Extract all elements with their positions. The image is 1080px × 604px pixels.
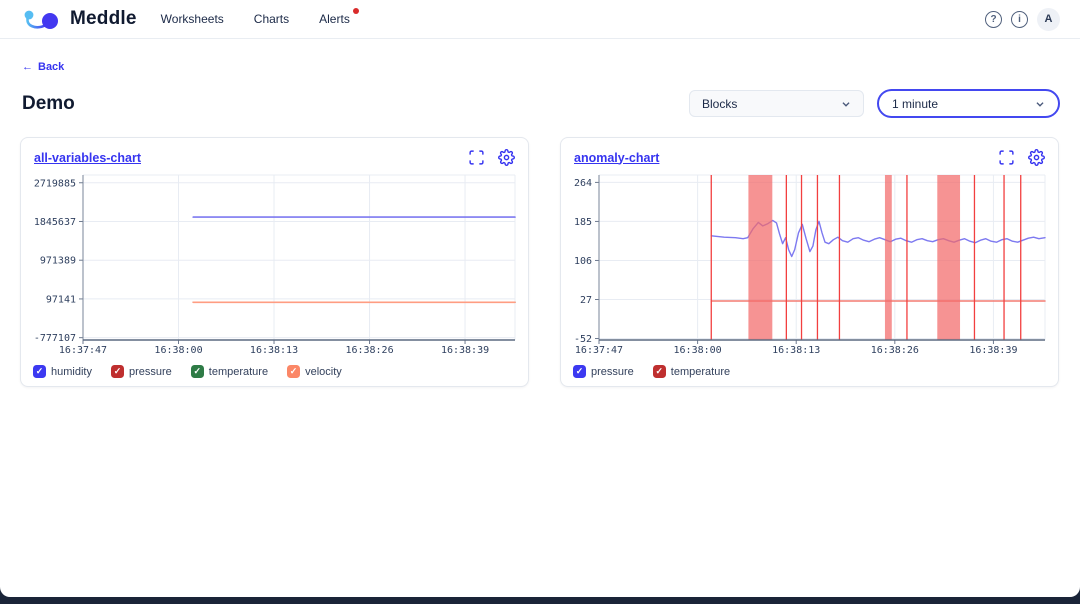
svg-text:185: 185 xyxy=(574,217,592,228)
interval-select[interactable]: 1 minute xyxy=(877,89,1060,118)
legend-item-humidity[interactable]: ✓ humidity xyxy=(33,365,92,378)
nav-item-charts[interactable]: Charts xyxy=(253,12,290,26)
legend-label: velocity xyxy=(305,365,342,378)
svg-text:971389: 971389 xyxy=(40,256,76,267)
svg-text:16:38:00: 16:38:00 xyxy=(674,345,722,356)
svg-text:106: 106 xyxy=(574,256,592,267)
card-header-icons xyxy=(468,148,516,167)
legend-label: pressure xyxy=(591,365,634,378)
card-header: anomaly-chart xyxy=(571,147,1048,170)
controls: Blocks 1 minute xyxy=(689,89,1060,118)
nav-item-alerts-label: Alerts xyxy=(319,12,350,26)
chevron-down-icon xyxy=(1036,101,1044,107)
anomaly-chart-canvas[interactable]: -52 27 106 185 264 16:37:47 16:38:00 16:38:13 16… xyxy=(571,170,1048,360)
svg-text:2719885: 2719885 xyxy=(34,178,76,189)
checkbox-checked-icon[interactable]: ✓ xyxy=(287,365,301,378)
card-anomaly-chart: anomaly-chart -52 27 106 185 264 16:37:47 16:3… xyxy=(560,137,1059,387)
legend-item-pressure[interactable]: ✓ pressure xyxy=(110,365,172,378)
help-icon[interactable]: ? xyxy=(985,10,1002,28)
legend-item-pressure[interactable]: ✓ pressure xyxy=(573,365,634,378)
avatar[interactable]: A xyxy=(1037,7,1060,31)
card-header: all-variables-chart xyxy=(31,147,518,170)
top-navbar: Meddle Worksheets Charts Alerts ? i A xyxy=(0,0,1080,39)
chart-title-link[interactable]: anomaly-chart xyxy=(574,150,660,165)
chart-cards: all-variables-chart -777107 97141 971389 18… xyxy=(0,118,1080,387)
page-title: Demo xyxy=(22,92,75,114)
svg-text:16:38:13: 16:38:13 xyxy=(772,345,820,356)
svg-text:16:37:47: 16:37:47 xyxy=(59,345,107,356)
back-label: Back xyxy=(38,61,65,73)
legend-label: temperature xyxy=(670,365,731,378)
chart-legend: ✓ pressure ✓ temperature xyxy=(571,360,1048,378)
legend-item-velocity[interactable]: ✓ velocity xyxy=(287,365,342,378)
legend-item-temperature[interactable]: ✓ temperature xyxy=(652,365,731,378)
svg-text:16:38:26: 16:38:26 xyxy=(871,345,919,356)
info-icon[interactable]: i xyxy=(1011,10,1028,28)
checkbox-checked-icon[interactable]: ✓ xyxy=(110,365,124,378)
checkbox-checked-icon[interactable]: ✓ xyxy=(190,365,204,378)
legend-item-temperature[interactable]: ✓ temperature xyxy=(190,365,269,378)
gear-icon[interactable] xyxy=(497,148,516,167)
brand-name: Meddle xyxy=(70,8,137,29)
chevron-down-icon xyxy=(842,101,850,107)
back-link[interactable]: ← Back xyxy=(22,61,64,73)
svg-text:16:38:00: 16:38:00 xyxy=(154,345,202,356)
brand[interactable]: Meddle xyxy=(22,6,137,32)
alerts-notification-dot xyxy=(352,8,359,14)
svg-text:16:38:39: 16:38:39 xyxy=(969,345,1017,356)
interval-select-value: 1 minute xyxy=(892,96,939,111)
svg-text:27: 27 xyxy=(580,295,592,306)
legend-label: pressure xyxy=(128,365,172,378)
nav-item-worksheets[interactable]: Worksheets xyxy=(160,12,224,26)
chart-title-link[interactable]: all-variables-chart xyxy=(34,150,141,165)
checkbox-checked-icon[interactable]: ✓ xyxy=(652,365,666,378)
nav-item-alerts[interactable]: Alerts xyxy=(319,8,359,26)
all-variables-chart-canvas[interactable]: -777107 97141 971389 1845637 2719885 16:37:47… xyxy=(31,170,518,360)
checkbox-checked-icon[interactable]: ✓ xyxy=(573,365,586,378)
svg-text:1845637: 1845637 xyxy=(34,217,76,228)
expand-icon[interactable] xyxy=(998,149,1015,166)
svg-text:16:38:26: 16:38:26 xyxy=(345,345,393,356)
gear-icon[interactable] xyxy=(1027,148,1046,167)
svg-text:16:38:13: 16:38:13 xyxy=(250,345,298,356)
checkbox-checked-icon[interactable]: ✓ xyxy=(33,365,46,378)
topnav-right: ? i A xyxy=(985,7,1060,31)
svg-text:16:37:47: 16:37:47 xyxy=(575,345,623,356)
legend-label: humidity xyxy=(51,365,92,378)
card-header-icons xyxy=(998,148,1046,167)
svg-text:264: 264 xyxy=(574,178,592,189)
back-arrow-icon: ← xyxy=(22,61,33,73)
nav-items: Worksheets Charts Alerts xyxy=(160,8,359,26)
back-row: ← Back xyxy=(0,39,1080,75)
blocks-select[interactable]: Blocks xyxy=(689,90,864,117)
svg-text:-52: -52 xyxy=(574,334,592,345)
svg-text:16:38:39: 16:38:39 xyxy=(441,345,489,356)
svg-text:97141: 97141 xyxy=(46,294,76,305)
legend-label: temperature xyxy=(208,365,269,378)
svg-text:-777107: -777107 xyxy=(34,333,76,344)
blocks-select-value: Blocks xyxy=(702,96,738,111)
page-header: Demo Blocks 1 minute xyxy=(0,75,1080,118)
expand-icon[interactable] xyxy=(468,149,485,166)
card-all-variables-chart: all-variables-chart -777107 97141 971389 18… xyxy=(20,137,529,387)
meddle-logo-icon xyxy=(24,10,58,29)
chart-legend: ✓ humidity ✓ pressure ✓ temperature ✓ velocity xyxy=(31,360,518,378)
